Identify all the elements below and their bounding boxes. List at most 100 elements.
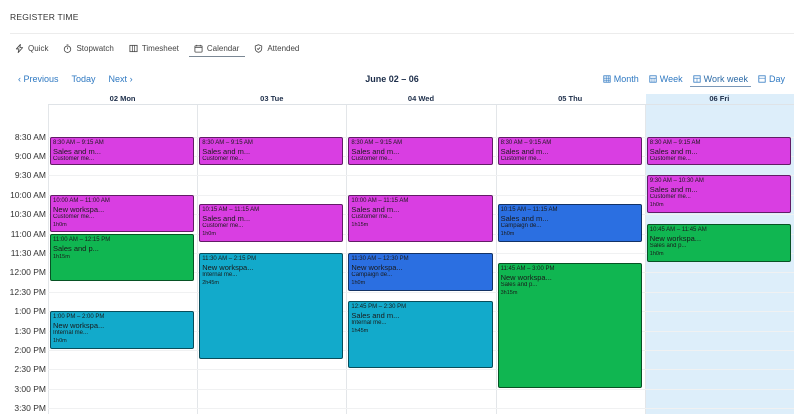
calendar-event[interactable]: 10:15 AM – 11:15 AM Sales and m... Custome… xyxy=(199,204,344,243)
event-time: 10:45 AM – 11:45 AM xyxy=(649,226,707,233)
calendar-event[interactable]: 12:45 PM – 2:30 PM Sales and m... Internal… xyxy=(348,301,493,369)
event-title: New workspa... xyxy=(202,262,254,272)
event-title: Sales and p... xyxy=(53,243,99,253)
time-slot-label: 2:30 PM xyxy=(14,364,46,375)
event-subtitle: Customer me... xyxy=(53,213,95,220)
event-title: New workspa... xyxy=(53,204,105,214)
event-subtitle: Sales and p... xyxy=(500,281,538,288)
event-subtitle: Customer me... xyxy=(500,155,542,162)
calendar-event[interactable]: 11:30 AM – 2:15 PM New workspa... Internal… xyxy=(199,252,344,359)
tab-label: Quick xyxy=(28,43,49,53)
calendar-event[interactable]: 10:45 AM – 11:45 AM New workspa... Sales a… xyxy=(646,223,791,262)
calendar-event[interactable]: 10:00 AM – 11:15 AM Sales and m... Custome… xyxy=(348,194,493,243)
tab-timesheet[interactable]: Timesheet xyxy=(124,40,185,57)
event-duration: 1h0m xyxy=(351,279,366,286)
tab-label: Attended xyxy=(267,43,300,53)
day-header-4[interactable]: 06 Fri xyxy=(709,94,730,103)
event-time: 11:00 AM – 12:15 PM xyxy=(53,236,111,243)
event-time: 9:30 AM – 10:30 AM xyxy=(649,178,704,185)
event-subtitle: Customer me... xyxy=(351,213,393,220)
hour-grid-line xyxy=(48,369,794,371)
time-slot-label: 8:30 AM xyxy=(14,131,46,142)
time-slot-label: 12:30 PM xyxy=(9,286,46,297)
view-label: Work week xyxy=(703,74,748,84)
view-month-button[interactable]: Month xyxy=(600,72,642,87)
calendar-event[interactable]: 8:30 AM – 9:15 AM Sales and m... Customer … xyxy=(497,136,642,165)
event-duration: 1h0m xyxy=(53,221,67,228)
event-time: 10:00 AM – 11:15 AM xyxy=(351,197,409,204)
calendar-event[interactable]: 1:00 PM – 2:00 PM New workspa... Internal … xyxy=(50,311,195,349)
timesheet-icon xyxy=(129,44,138,52)
event-subtitle: Customer me... xyxy=(649,155,691,162)
next-label: Next xyxy=(108,74,128,84)
calendar-icon xyxy=(194,44,203,53)
event-subtitle: Internal me... xyxy=(53,330,89,337)
mode-tabs: Quick Stopwatch Timesheet Calendar Atten… xyxy=(10,40,309,57)
time-slot-label: 1:30 PM xyxy=(14,325,46,336)
event-time: 10:15 AM – 11:15 AM xyxy=(202,207,260,214)
tab-calendar[interactable]: Calendar xyxy=(188,40,246,57)
calendar-event[interactable]: 8:30 AM – 9:15 AM Sales and m... Customer … xyxy=(348,136,493,165)
tab-label: Calendar xyxy=(206,43,240,53)
lightning-icon xyxy=(15,43,24,53)
event-duration: 3h15m xyxy=(500,289,518,296)
tab-quick[interactable]: Quick xyxy=(10,40,54,57)
event-time: 10:15 AM – 11:15 AM xyxy=(500,207,558,214)
day-header-1[interactable]: 03 Tue xyxy=(260,94,284,103)
calendar-event[interactable]: 8:30 AM – 9:15 AM Sales and m... Customer … xyxy=(199,136,344,165)
event-subtitle: Campaign de... xyxy=(351,271,393,278)
hour-grid-line xyxy=(48,175,794,177)
previous-button[interactable]: ‹ Previous xyxy=(18,74,59,84)
title-divider xyxy=(10,33,794,34)
calendar-day-icon xyxy=(758,75,766,83)
calendar-event[interactable]: 8:30 AM – 9:15 AM Sales and m... Customer … xyxy=(50,136,195,165)
calendar-event[interactable]: 11:45 AM – 3:00 PM New workspa... Sales an… xyxy=(497,262,642,388)
view-workweek-button[interactable]: Work week xyxy=(689,72,751,87)
today-button[interactable]: Today xyxy=(71,74,96,84)
day-header-2[interactable]: 04 Wed xyxy=(407,94,435,103)
day-header-0[interactable]: 02 Mon xyxy=(109,94,136,103)
calendar-event[interactable]: 10:00 AM – 11:00 AM New workspa... Custome… xyxy=(50,194,195,233)
hour-grid-line xyxy=(48,408,794,410)
view-label: Day xyxy=(768,74,785,84)
calendar-month-icon xyxy=(603,75,611,83)
time-slot-label: 10:30 AM xyxy=(10,209,46,220)
day-header-3[interactable]: 05 Thu xyxy=(558,94,583,103)
shield-check-icon xyxy=(255,43,263,53)
calendar-event[interactable]: 11:00 AM – 12:15 PM Sales and p... 1h15m xyxy=(50,233,195,281)
time-slot-label: 11:00 AM xyxy=(10,228,46,239)
event-duration: 1h15m xyxy=(53,253,70,260)
date-range-label: June 02 – 06 xyxy=(365,74,419,84)
event-duration: 1h0m xyxy=(649,250,664,257)
calendar-event[interactable]: 9:30 AM – 10:30 AM Sales and m... Customer… xyxy=(646,175,791,214)
event-subtitle: Customer me... xyxy=(351,155,393,162)
column-divider xyxy=(346,105,348,414)
view-week-button[interactable]: Week xyxy=(646,72,686,87)
time-slot-label: 9:00 AM xyxy=(14,150,46,161)
tab-attended[interactable]: Attended xyxy=(249,40,305,57)
event-duration: 1h0m xyxy=(53,338,67,345)
calendar-event[interactable]: 11:30 AM – 12:30 PM New workspa... Campaig… xyxy=(348,252,493,291)
event-title: Sales and m... xyxy=(649,146,698,156)
calendar-event[interactable]: 8:30 AM – 9:15 AM Sales and m... Customer … xyxy=(646,136,791,165)
event-title: Sales and m... xyxy=(53,146,101,156)
event-subtitle: Sales and p... xyxy=(649,242,687,249)
event-title: New workspa... xyxy=(53,321,105,331)
tab-stopwatch[interactable]: Stopwatch xyxy=(58,40,119,57)
calendar-event[interactable]: 10:15 AM – 11:15 AM Sales and m... Campaig… xyxy=(497,204,642,243)
view-day-button[interactable]: Day xyxy=(755,72,788,87)
next-button[interactable]: Next › xyxy=(108,74,133,84)
event-title: New workspa... xyxy=(649,233,702,243)
page-title: REGISTER TIME xyxy=(10,12,79,22)
column-divider xyxy=(644,105,646,414)
event-time: 1:00 PM – 2:00 PM xyxy=(53,314,105,321)
column-divider xyxy=(495,105,497,414)
event-subtitle: Campaign de... xyxy=(500,223,542,230)
time-slot-label: 9:30 AM xyxy=(14,170,46,181)
time-slot-label: 10:00 AM xyxy=(10,189,46,200)
event-title: Sales and m... xyxy=(351,146,400,156)
time-slot-label: 11:30 AM xyxy=(10,247,46,258)
event-title: Sales and m... xyxy=(649,185,698,195)
event-duration: 1h0m xyxy=(202,231,216,238)
hour-grid-line xyxy=(48,291,794,293)
